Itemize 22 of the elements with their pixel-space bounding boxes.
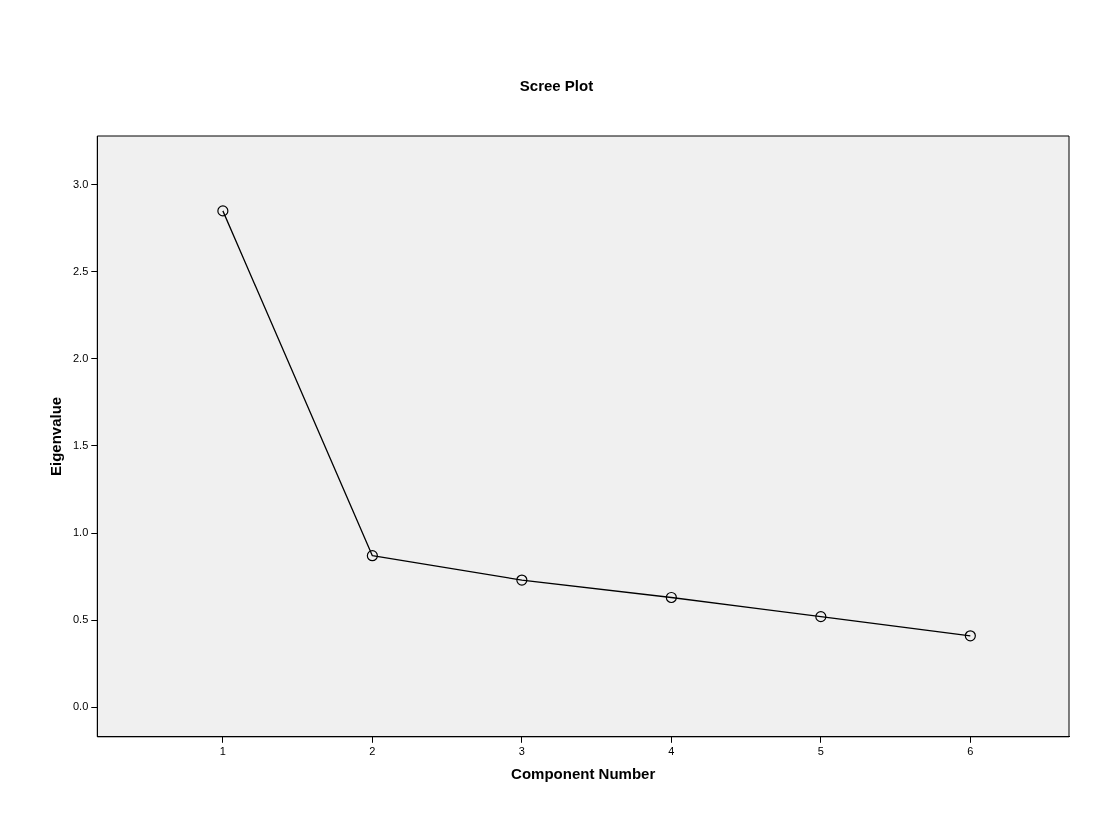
x-tick-label: 6 [967, 745, 974, 758]
y-tick-label: 2.0 [72, 351, 89, 364]
point [366, 550, 378, 562]
point [217, 205, 229, 217]
y-tick-label: 3.0 [72, 177, 89, 190]
point [964, 630, 976, 642]
y-tick-label: 0.5 [72, 613, 89, 626]
x-tick-label: 1 [219, 745, 226, 758]
y-axis-title: Eigenvalue [47, 396, 65, 476]
point [815, 611, 827, 623]
y-tick-label: 1.0 [72, 526, 89, 539]
x-tick-label: 3 [518, 745, 525, 758]
y-tick-label: 2.5 [72, 264, 89, 277]
x-tick-label: 5 [817, 745, 824, 758]
x-axis-title: Component Number [511, 765, 656, 783]
x-tick-label: 2 [369, 745, 376, 758]
y-tick-label: 1.5 [72, 439, 89, 452]
chart-title: Scree Plot [519, 77, 594, 95]
x-tick-label: 4 [668, 745, 675, 758]
y-tick-label: 0.0 [72, 700, 89, 713]
point [665, 591, 677, 604]
point [516, 574, 528, 586]
